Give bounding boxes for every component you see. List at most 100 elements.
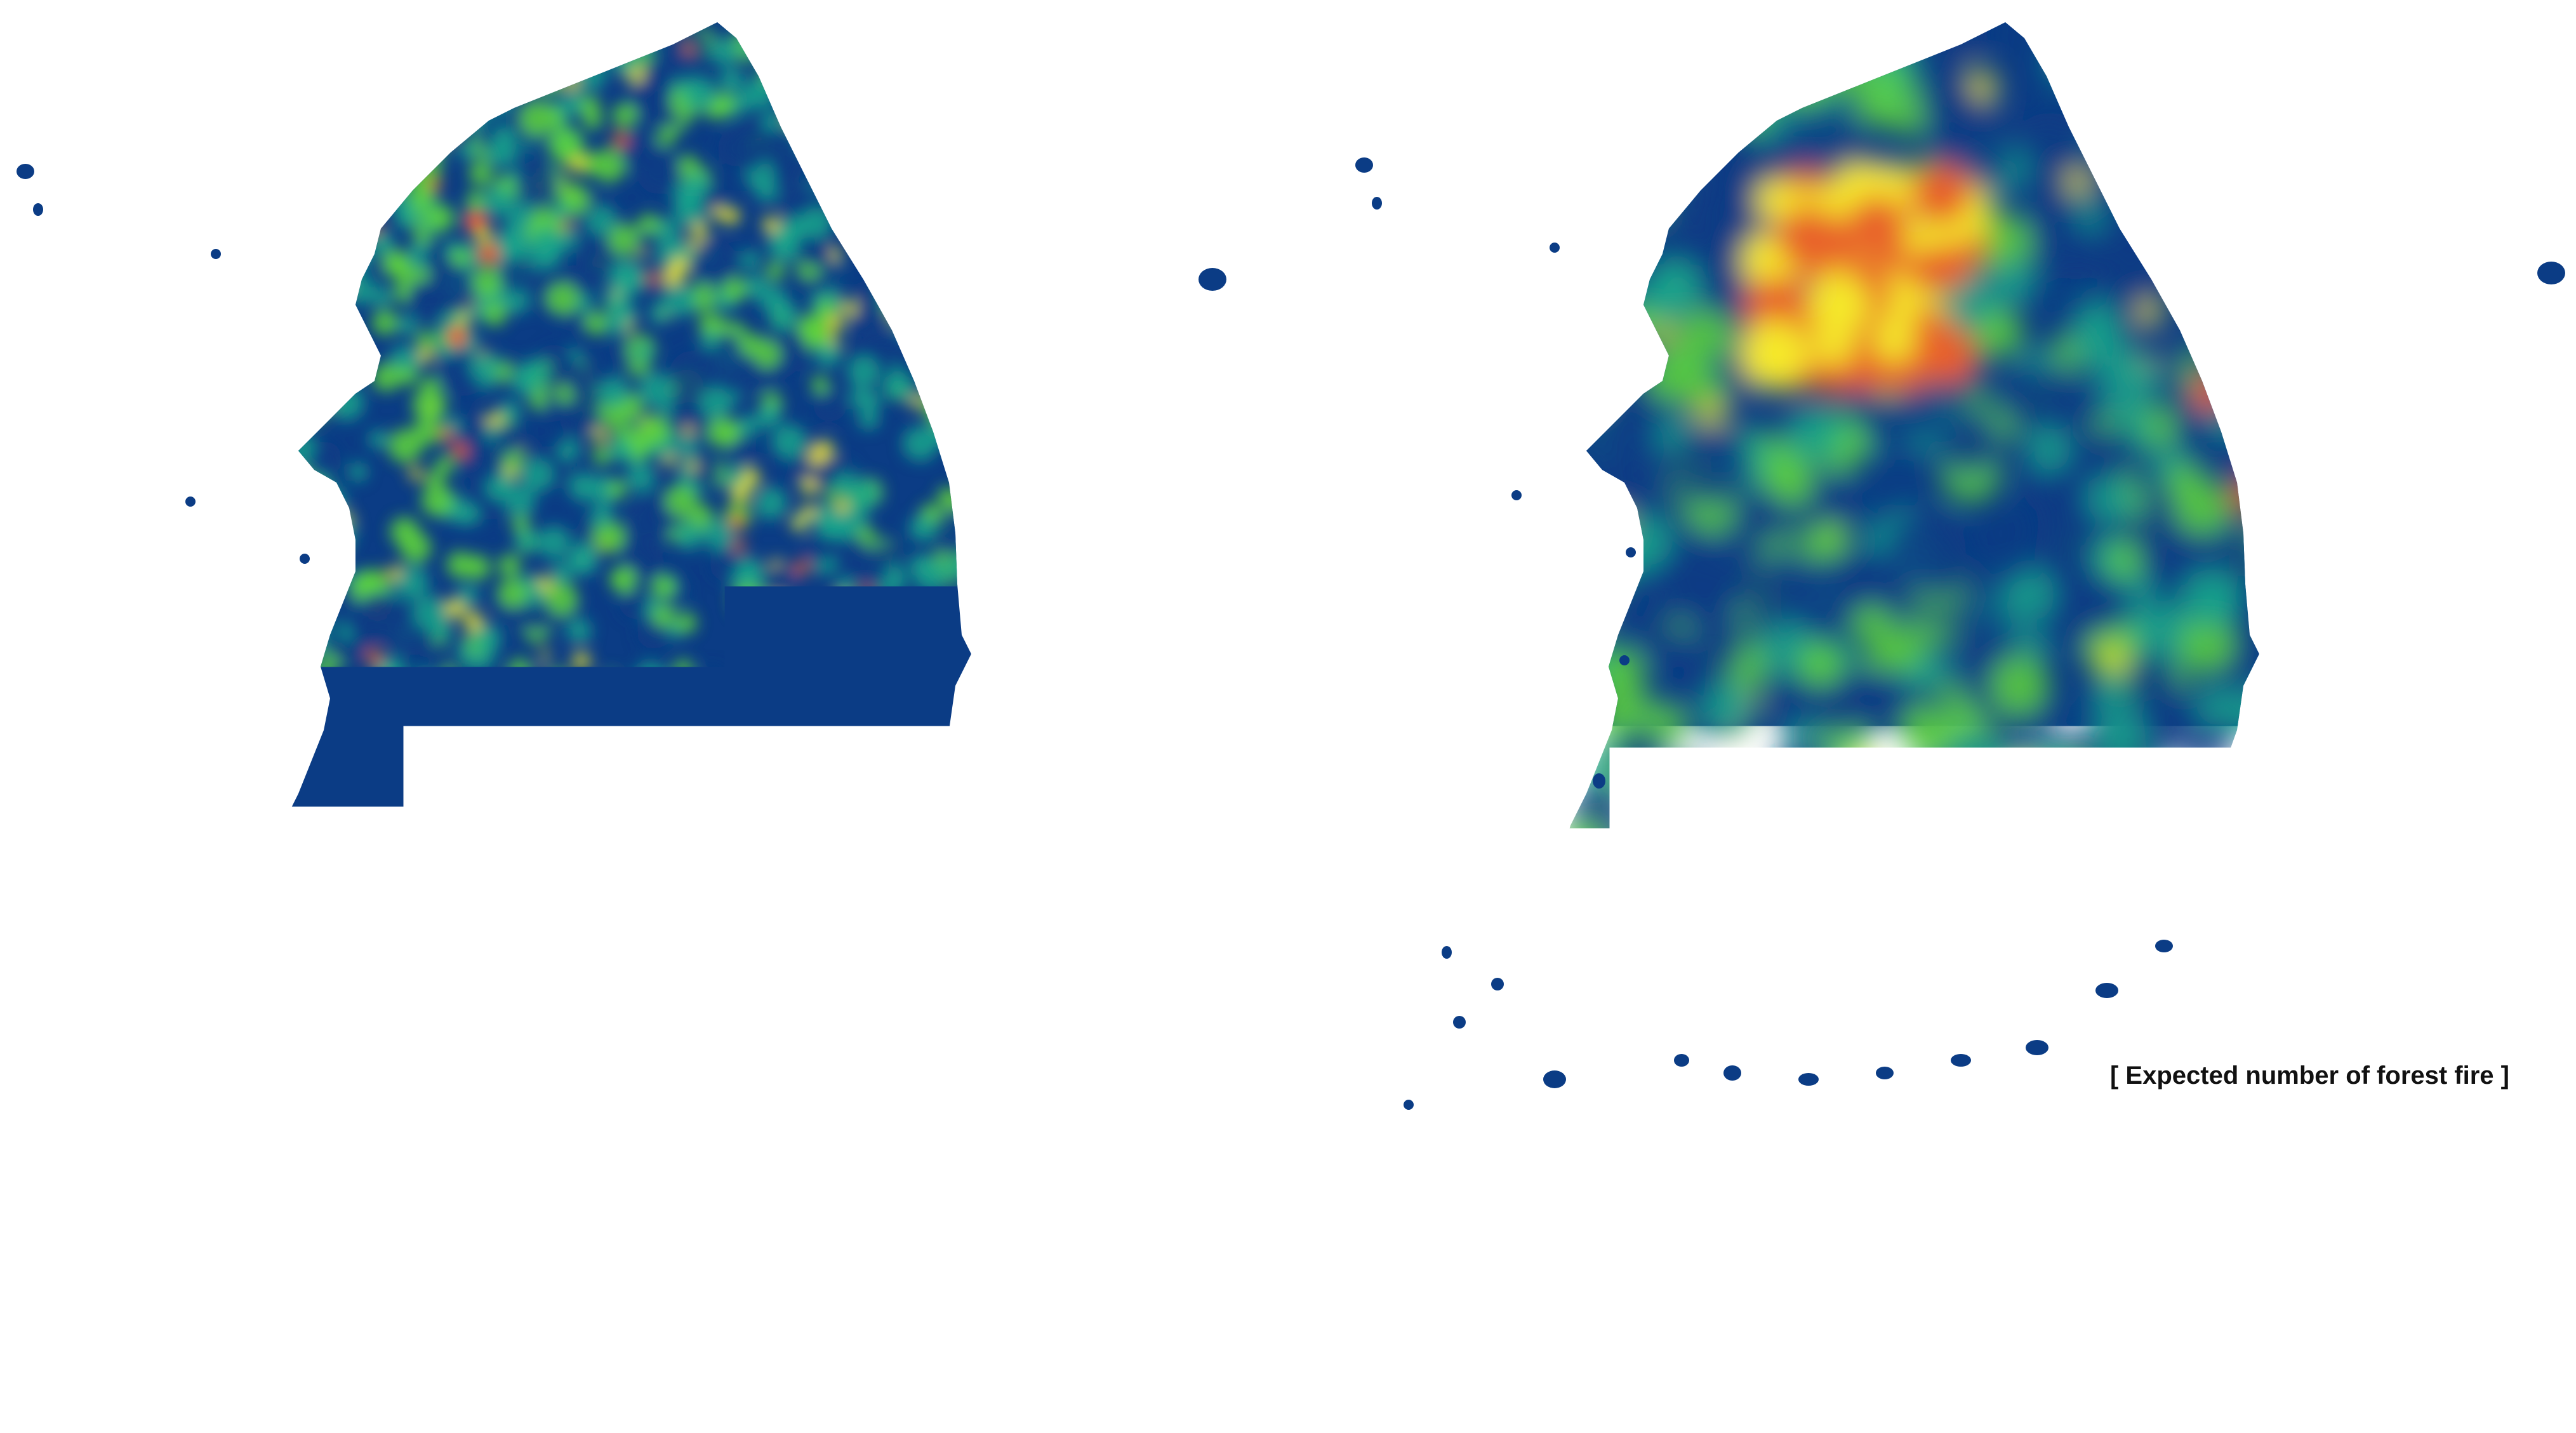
density-spot bbox=[1797, 641, 1843, 688]
density-spot bbox=[653, 605, 675, 627]
density-spot bbox=[415, 44, 439, 67]
density-spot bbox=[2193, 898, 2231, 936]
density-spot bbox=[796, 66, 835, 105]
density-spot bbox=[934, 91, 978, 135]
density-spot bbox=[836, 501, 849, 514]
density-spot bbox=[837, 1022, 866, 1051]
density-spot bbox=[888, 55, 913, 80]
density-spot bbox=[863, 45, 887, 70]
density-spot bbox=[888, 314, 899, 325]
density-spot bbox=[361, 175, 385, 199]
density-spot bbox=[1654, 759, 1718, 823]
density-spot bbox=[945, 18, 967, 41]
density-spot bbox=[361, 156, 394, 189]
density-spot bbox=[522, 359, 550, 387]
scale-tick: 80 bbox=[927, 1276, 952, 1301]
density-spot bbox=[894, 891, 934, 930]
density-spot bbox=[532, 1011, 581, 1060]
density-spot bbox=[413, 596, 448, 630]
density-spot bbox=[2156, 925, 2211, 980]
density-spot bbox=[637, 150, 681, 194]
density-spot bbox=[328, 247, 362, 282]
density-spot bbox=[426, 204, 455, 232]
density-spot bbox=[1571, 550, 1621, 600]
density-spot bbox=[940, 764, 950, 774]
density-spot bbox=[741, 250, 760, 269]
density-spot bbox=[262, 662, 282, 681]
density-spot bbox=[1633, 129, 1690, 186]
density-spot bbox=[260, 169, 287, 196]
density-spot bbox=[1671, 425, 1752, 506]
density-spot bbox=[455, 908, 478, 931]
density-spot bbox=[1577, 147, 1645, 215]
density-spot bbox=[265, 975, 300, 1010]
density-spot bbox=[800, 1003, 829, 1032]
density-spot bbox=[902, 312, 919, 330]
density-spot bbox=[928, 39, 961, 72]
density-spot bbox=[1697, 70, 1750, 124]
density-spot bbox=[498, 257, 535, 294]
density-spot bbox=[927, 951, 944, 968]
density-spot bbox=[255, 46, 287, 79]
density-spot bbox=[755, 1032, 781, 1058]
hotspot bbox=[866, 834, 886, 855]
density-spot bbox=[926, 992, 955, 1021]
density-spot bbox=[317, 1013, 345, 1041]
density-spot bbox=[870, 16, 905, 51]
density-spot bbox=[500, 722, 538, 761]
density-spot bbox=[2207, 395, 2250, 437]
density-spot bbox=[1685, 369, 1723, 407]
hotspot bbox=[479, 244, 499, 264]
density-spot bbox=[347, 609, 375, 637]
density-spot bbox=[845, 695, 863, 712]
density-spot bbox=[285, 677, 310, 702]
scale-tick: 20 bbox=[2128, 1263, 2152, 1288]
density-spot bbox=[2090, 883, 2113, 907]
density-spot bbox=[950, 1004, 985, 1039]
density-spot bbox=[869, 159, 915, 204]
density-spot bbox=[349, 99, 376, 127]
density-spot bbox=[440, 124, 456, 140]
density-spot bbox=[314, 486, 346, 518]
density-spot bbox=[298, 155, 315, 173]
density-spot bbox=[755, 487, 787, 519]
density-spot bbox=[569, 472, 599, 502]
density-spot bbox=[776, 858, 797, 879]
density-spot bbox=[540, 651, 550, 661]
density-spot bbox=[299, 123, 335, 158]
density-spot bbox=[632, 31, 657, 57]
hotspot bbox=[1873, 320, 1916, 363]
density-spot bbox=[290, 690, 319, 719]
density-spot bbox=[300, 217, 326, 244]
density-spot bbox=[329, 385, 364, 421]
density-spot bbox=[806, 536, 833, 564]
density-spot bbox=[296, 337, 331, 372]
density-spot bbox=[2084, 938, 2168, 1022]
north-arrow bbox=[2408, 1136, 2504, 1232]
scale-tick: 0 bbox=[760, 1276, 773, 1301]
density-spot bbox=[733, 735, 770, 771]
density-spot bbox=[371, 230, 391, 250]
density-spot bbox=[835, 180, 854, 199]
density-spot bbox=[2184, 62, 2231, 108]
density-spot bbox=[548, 128, 583, 163]
density-spot bbox=[520, 459, 554, 493]
density-spot bbox=[564, 74, 581, 90]
density-spot bbox=[851, 954, 899, 1002]
density-spot bbox=[265, 325, 277, 337]
density-spot bbox=[2166, 463, 2202, 499]
density-spot bbox=[310, 710, 326, 727]
density-spot bbox=[1948, 736, 1999, 787]
density-spot bbox=[590, 503, 614, 527]
density-spot bbox=[2046, 41, 2090, 85]
density-spot bbox=[468, 834, 480, 846]
density-spot bbox=[641, 59, 675, 93]
density-spot bbox=[2146, 969, 2203, 1026]
density-spot bbox=[326, 827, 375, 876]
density-spot bbox=[1558, 84, 1612, 138]
density-spot bbox=[272, 577, 292, 597]
density-spot bbox=[850, 387, 872, 410]
density-spot bbox=[911, 813, 941, 843]
density-spot bbox=[870, 88, 921, 138]
density-spot bbox=[817, 1036, 845, 1063]
